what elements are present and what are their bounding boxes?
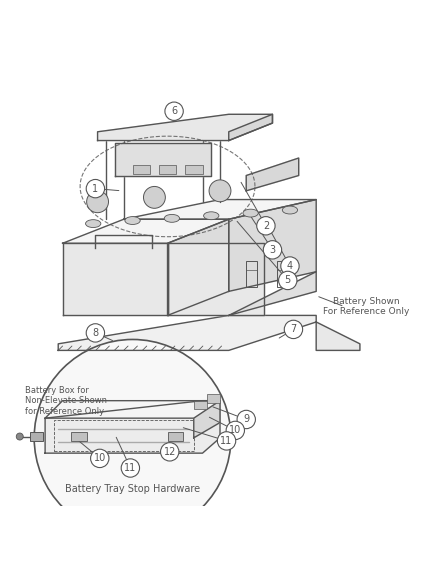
Polygon shape [194,401,220,438]
Polygon shape [62,243,168,316]
Circle shape [87,191,109,213]
Polygon shape [71,432,87,441]
Polygon shape [159,165,176,174]
Ellipse shape [282,206,297,214]
Circle shape [209,180,231,201]
Text: 3: 3 [269,245,275,255]
Polygon shape [58,316,316,350]
Circle shape [16,433,23,440]
Text: 10: 10 [94,453,106,463]
Circle shape [86,180,105,198]
Text: Battery Box for
Non-Elevate Shown
for Reference Only: Battery Box for Non-Elevate Shown for Re… [25,386,107,416]
Circle shape [217,432,236,450]
Circle shape [237,410,255,429]
Text: 4: 4 [287,261,293,271]
Polygon shape [246,158,299,191]
Ellipse shape [164,215,180,222]
Circle shape [257,216,275,235]
Circle shape [143,187,165,208]
Polygon shape [316,322,360,350]
Polygon shape [229,272,316,316]
Polygon shape [229,200,316,292]
Ellipse shape [204,212,219,220]
Text: 1: 1 [92,184,99,193]
Text: 5: 5 [285,276,291,285]
Ellipse shape [125,216,140,224]
Circle shape [34,339,231,536]
Text: Battery Tray Stop Hardware: Battery Tray Stop Hardware [65,484,200,494]
Circle shape [226,421,245,440]
Polygon shape [194,401,207,409]
Text: 12: 12 [164,447,176,457]
Text: 8: 8 [92,328,99,338]
Text: 7: 7 [290,324,297,335]
Polygon shape [207,394,220,403]
Circle shape [281,257,299,275]
Polygon shape [30,432,43,441]
Circle shape [161,443,179,461]
Text: Battery Shown
For Reference Only: Battery Shown For Reference Only [323,297,410,316]
Polygon shape [124,200,316,219]
Circle shape [279,272,297,290]
Polygon shape [132,165,150,174]
Polygon shape [168,243,264,316]
Polygon shape [45,401,220,453]
Polygon shape [62,219,229,243]
Polygon shape [115,143,211,176]
Text: 6: 6 [171,106,177,117]
Ellipse shape [85,220,101,227]
Circle shape [121,459,139,477]
Polygon shape [185,165,202,174]
Text: 2: 2 [263,221,269,231]
Polygon shape [168,432,183,441]
Text: 10: 10 [229,425,242,436]
Text: 11: 11 [124,463,136,473]
Circle shape [284,320,303,339]
Polygon shape [45,401,220,418]
Circle shape [86,324,105,342]
Polygon shape [168,219,229,316]
Polygon shape [98,114,272,141]
Circle shape [165,102,183,121]
Polygon shape [229,114,272,141]
Circle shape [91,449,109,468]
Text: 11: 11 [220,436,233,446]
Text: 9: 9 [243,414,249,425]
Ellipse shape [243,209,258,217]
Circle shape [263,241,282,259]
